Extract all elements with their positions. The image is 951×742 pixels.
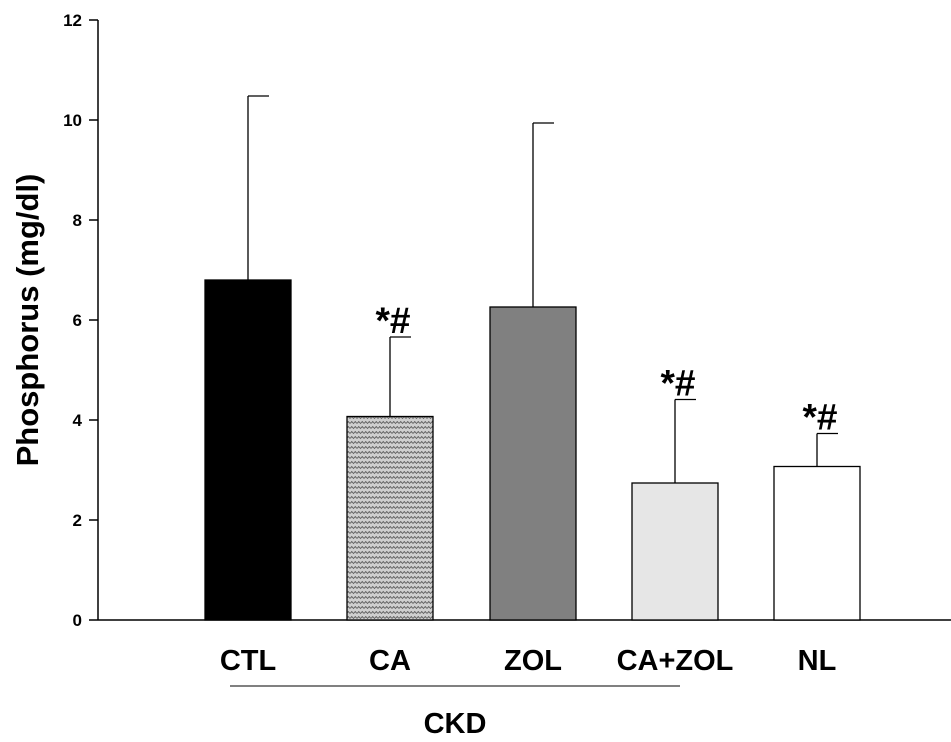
bar (346, 415, 434, 621)
y-tick-label: 0 (73, 611, 82, 630)
y-tick-label: 12 (63, 11, 82, 30)
bar (204, 279, 292, 621)
y-tick-label: 6 (73, 311, 82, 330)
category-label: CTL (220, 645, 276, 677)
bar (489, 306, 577, 621)
y-axis-title: Phosphorus (mg/dl) (10, 174, 45, 467)
group-label: CKD (424, 708, 487, 740)
category-label: CA+ZOL (617, 645, 734, 677)
category-label: NL (798, 645, 837, 677)
y-tick-label: 10 (63, 111, 82, 130)
y-tick-label: 8 (73, 211, 82, 230)
bar (773, 465, 861, 621)
bars: *# *# *# (204, 95, 861, 621)
significance-label: *# (803, 397, 838, 438)
group-bracket: CKD (230, 685, 680, 740)
bar (631, 482, 719, 621)
y-tick-label: 4 (73, 411, 83, 430)
category-labels: CTL CA ZOL CA+ZOL NL (220, 645, 837, 677)
significance-label: *# (376, 300, 411, 341)
y-ticks: 0 2 4 6 8 10 12 (63, 11, 98, 630)
y-tick-label: 2 (73, 511, 82, 530)
significance-label: *# (661, 363, 696, 404)
category-label: CA (369, 645, 411, 677)
category-label: ZOL (504, 645, 562, 677)
